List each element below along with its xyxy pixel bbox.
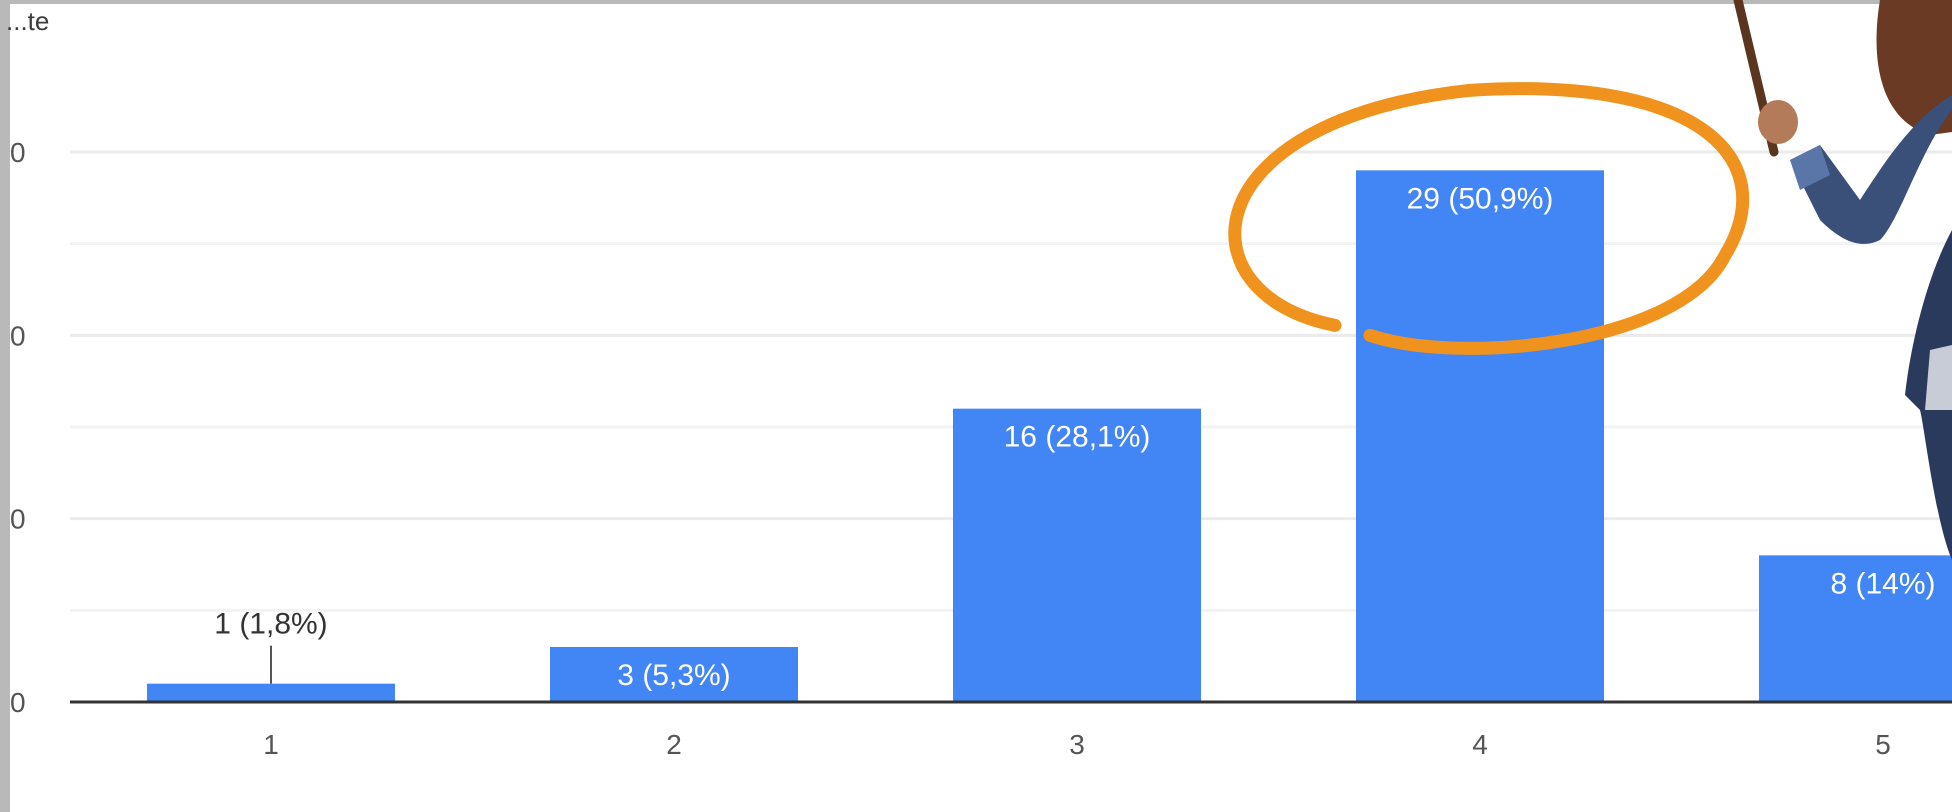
chart-title: ...te — [6, 6, 50, 36]
data-labels: 1 (1,8%) 3 (5,3%) 16 (28,1%) 29 (50,9%) 8 (1… — [214, 182, 1935, 692]
x-tick-label: 4 — [1472, 729, 1488, 760]
bar-5 — [1759, 555, 1952, 702]
y-tick-label: 0 — [10, 504, 26, 535]
data-label: 29 (50,9%) — [1407, 182, 1554, 215]
x-tick-label: 3 — [1069, 729, 1085, 760]
y-tick-label: 0 — [10, 137, 26, 168]
y-axis-ticks: 0 0 0 0 — [10, 137, 26, 718]
frame-top-border — [0, 0, 1952, 4]
x-axis-ticks: 1 2 3 4 5 — [263, 729, 1891, 760]
x-tick-label: 5 — [1875, 729, 1891, 760]
presenter-illustration — [1733, 0, 1952, 560]
y-tick-label: 0 — [10, 320, 26, 351]
bar-2 — [550, 647, 798, 702]
highlight-circle — [1228, 82, 1750, 355]
data-label: 3 (5,3%) — [617, 659, 730, 692]
y-tick-label: 0 — [10, 687, 26, 718]
data-label: 1 (1,8%) — [214, 608, 327, 641]
frame-left-border — [0, 0, 10, 812]
x-tick-label: 2 — [666, 729, 682, 760]
data-label: 8 (14%) — [1830, 567, 1935, 600]
data-label: 16 (28,1%) — [1004, 421, 1151, 454]
x-tick-label: 1 — [263, 729, 279, 760]
bar-4 — [1356, 170, 1604, 703]
bars — [147, 170, 1952, 703]
bar-3 — [953, 408, 1201, 702]
bar-1 — [147, 683, 395, 702]
